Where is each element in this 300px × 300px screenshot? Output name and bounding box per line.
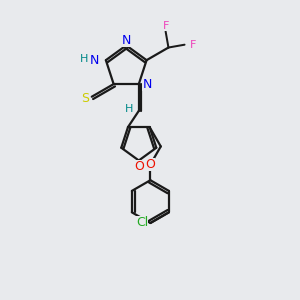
Text: O: O (146, 158, 155, 171)
Text: N: N (90, 54, 99, 67)
Text: N: N (122, 34, 131, 46)
Text: F: F (162, 21, 169, 31)
Text: F: F (190, 40, 196, 50)
Text: H: H (125, 104, 134, 114)
Text: S: S (81, 92, 89, 105)
Text: O: O (134, 160, 144, 173)
Text: H: H (80, 54, 89, 64)
Text: Cl: Cl (136, 216, 148, 229)
Text: N: N (142, 78, 152, 91)
